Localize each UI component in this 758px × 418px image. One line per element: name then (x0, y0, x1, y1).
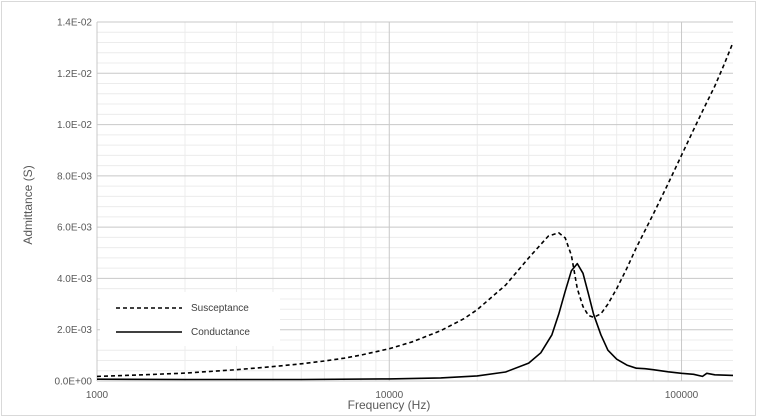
y-tick-label: 1.2E-02 (57, 69, 92, 80)
series-lines (96, 42, 734, 381)
x-tick-label: 1000 (86, 390, 109, 401)
legend-label-susceptance: Susceptance (191, 303, 249, 314)
y-tick-label: 2.0E-03 (57, 325, 92, 336)
x-axis-title: Frequency (Hz) (348, 398, 431, 412)
series-line-susceptance (96, 42, 734, 378)
legend-box (100, 292, 280, 346)
legend: Susceptance Conductance (100, 292, 280, 346)
x-tick-label: 100000 (665, 390, 699, 401)
y-tick-label: 8.0E-03 (57, 171, 92, 182)
tick-labels: 1000 10000 100000 0.0E+00 2.0E-03 4.0E-03 6.0E… (54, 18, 698, 402)
y-tick-label: 1.0E-02 (57, 120, 92, 131)
y-tick-label: 4.0E-03 (57, 274, 92, 285)
y-axis-title: Admittance (S) (21, 165, 35, 244)
x-tick-label: 10000 (375, 390, 403, 401)
y-tick-label: 1.4E-02 (57, 18, 92, 29)
legend-label-conductance: Conductance (191, 327, 250, 338)
y-tick-label: 6.0E-03 (57, 223, 92, 234)
series-line-conductance (96, 262, 734, 381)
y-tick-label: 0.0E+00 (54, 377, 92, 388)
